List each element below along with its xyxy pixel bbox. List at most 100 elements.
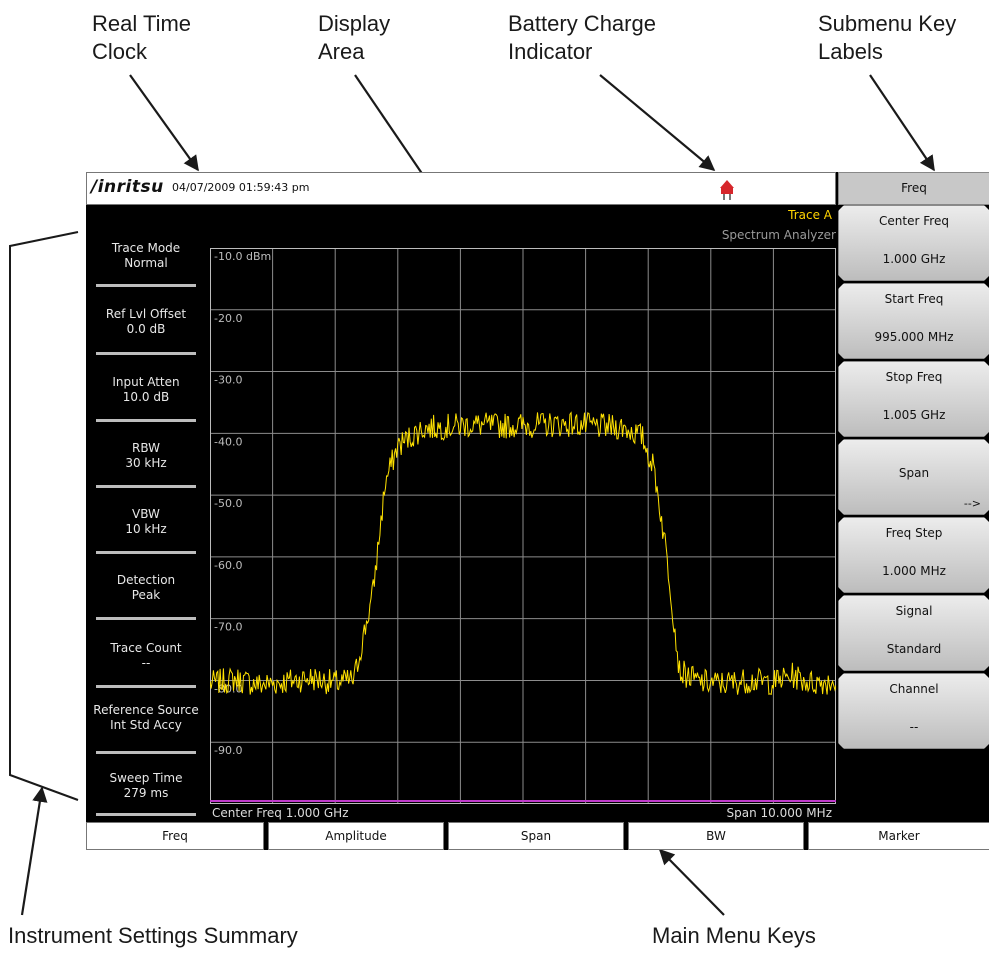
setting-label: Input Atten <box>112 375 180 389</box>
trace-label: Trace A <box>788 208 832 222</box>
main-key-span[interactable]: Span <box>448 822 624 850</box>
spectrum-plot: -10.0 dBm -20.0 -30.0 -40.0 -50.0 -60.0 -70.0 -… <box>210 248 836 804</box>
setting-trace-mode: Trace Mode Normal <box>86 241 206 271</box>
setting-label: Sweep Time <box>109 771 183 785</box>
callout-real-time-clock: Real Time Clock <box>92 11 192 64</box>
y-tick-label: -20.0 <box>214 312 242 325</box>
setting-value: Peak <box>131 588 161 602</box>
setting-vbw: VBW 10 kHz <box>86 507 206 537</box>
arrow-battery-indicator <box>599 74 716 171</box>
arrow-submenu-labels <box>869 74 935 172</box>
softkey-value: Standard <box>886 642 942 656</box>
softkey-value: 1.000 GHz <box>882 252 946 266</box>
trace-a-line <box>210 411 836 696</box>
settings-divider <box>96 551 196 554</box>
softkey-channel[interactable]: Channel -- <box>838 673 989 749</box>
y-tick-label: -70.0 <box>214 621 242 634</box>
setting-value: Int Std Accy <box>110 718 182 732</box>
softkey-value: Span <box>898 466 930 480</box>
setting-value: 10.0 dB <box>122 390 170 404</box>
softkey-value: 995.000 MHz <box>874 330 954 344</box>
submenu-title: Freq <box>838 172 989 205</box>
instrument-settings-summary: Trace Mode Normal Ref Lvl Offset 0.0 dB … <box>86 205 206 817</box>
softkey-signal-standard[interactable]: Signal Standard <box>838 595 989 671</box>
main-key-bw[interactable]: BW <box>628 822 804 850</box>
setting-value: Normal <box>124 256 168 270</box>
callout-instrument-settings-summary: Instrument Settings Summary <box>8 923 298 948</box>
y-tick-label: -90.0 <box>214 744 242 757</box>
softkey-label: Channel <box>889 682 939 696</box>
callout-main-menu-keys: Main Menu Keys <box>652 923 816 948</box>
settings-divider <box>96 485 196 488</box>
setting-reference-source: Reference Source Int Std Accy <box>86 703 206 733</box>
setting-trace-count: Trace Count -- <box>86 641 206 671</box>
callout-battery-charge-indicator: Battery Charge Indicator <box>508 11 656 64</box>
instrument-screen: /inritsu 04/07/2009 01:59:43 pm Freq Tra… <box>86 172 989 850</box>
setting-rbw: RBW 30 kHz <box>86 441 206 471</box>
settings-divider <box>96 751 196 754</box>
setting-value: 279 ms <box>123 786 169 800</box>
arrow-real-time-clock <box>129 74 199 172</box>
submenu-arrow-icon: --> <box>963 497 981 510</box>
softkey-value: 1.000 MHz <box>882 564 946 578</box>
real-time-clock: 04/07/2009 01:59:43 pm <box>172 181 310 194</box>
softkey-start-freq[interactable]: Start Freq 995.000 MHz <box>838 283 989 359</box>
setting-label: VBW <box>132 507 160 521</box>
softkey-span[interactable]: Span --> <box>838 439 989 515</box>
softkey-label: Signal <box>895 604 933 618</box>
settings-divider <box>96 813 196 816</box>
center-freq-readout: Center Freq 1.000 GHz <box>212 806 349 820</box>
y-tick-label: -50.0 <box>214 497 242 510</box>
arrow-main-menu-keys <box>658 848 725 916</box>
setting-label: Detection <box>116 573 176 587</box>
main-menu-keys: Freq Amplitude Span BW Marker <box>86 822 989 850</box>
span-readout: Span 10.000 MHz <box>726 806 833 820</box>
y-tick-label: -30.0 <box>214 374 242 387</box>
settings-divider <box>96 419 196 422</box>
settings-divider <box>96 685 196 688</box>
softkey-value: 1.005 GHz <box>882 408 946 422</box>
plot-frame <box>210 248 836 804</box>
setting-label: RBW <box>131 441 160 455</box>
setting-value: 30 kHz <box>125 456 167 470</box>
setting-sweep-time: Sweep Time 279 ms <box>86 771 206 801</box>
main-key-amplitude[interactable]: Amplitude <box>268 822 444 850</box>
setting-ref-lvl-offset: Ref Lvl Offset 0.0 dB <box>86 307 206 337</box>
softkey-label: Center Freq <box>879 214 949 228</box>
y-tick-label: -10.0 dBm <box>214 250 271 263</box>
setting-label: Ref Lvl Offset <box>105 307 187 321</box>
setting-label: Reference Source <box>93 703 199 717</box>
settings-divider <box>96 617 196 620</box>
setting-value: 10 kHz <box>125 522 167 536</box>
arrow-settings-summary <box>20 786 48 916</box>
settings-divider <box>96 352 196 355</box>
mode-label: Spectrum Analyzer <box>721 228 836 242</box>
softkey-label: Freq Step <box>885 526 943 540</box>
setting-value: 0.0 dB <box>126 322 166 336</box>
submenu-softkeys: Center Freq 1.000 GHz Start Freq 995.000… <box>838 205 989 817</box>
callout-display-area: Display Area <box>318 11 391 64</box>
softkey-stop-freq[interactable]: Stop Freq 1.005 GHz <box>838 361 989 437</box>
callout-submenu-key-labels: Submenu Key Labels <box>818 11 957 64</box>
softkey-label: Stop Freq <box>885 370 943 384</box>
setting-input-atten: Input Atten 10.0 dB <box>86 375 206 405</box>
brand-logo: /inritsu <box>91 177 164 197</box>
setting-label: Trace Count <box>110 641 182 655</box>
softkey-freq-step[interactable]: Freq Step 1.000 MHz <box>838 517 989 593</box>
baseline-bar <box>210 800 836 802</box>
softkey-center-freq[interactable]: Center Freq 1.000 GHz <box>838 205 989 281</box>
main-key-freq[interactable]: Freq <box>86 822 264 850</box>
y-tick-label: -40.0 <box>214 435 242 448</box>
setting-label: Trace Mode <box>111 241 181 255</box>
main-key-marker[interactable]: Marker <box>808 822 989 850</box>
settings-divider <box>96 284 196 287</box>
softkey-label: Start Freq <box>884 292 944 306</box>
status-bar: /inritsu 04/07/2009 01:59:43 pm <box>86 172 836 205</box>
setting-value: -- <box>141 656 151 670</box>
settings-bracket <box>9 231 79 801</box>
softkey-value: -- <box>909 720 919 734</box>
y-tick-label: -60.0 <box>214 559 242 572</box>
power-plug-icon <box>720 180 734 200</box>
setting-detection: Detection Peak <box>86 573 206 603</box>
